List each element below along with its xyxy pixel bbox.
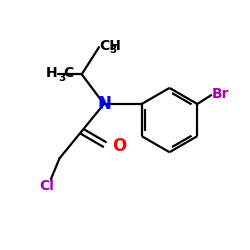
Text: 3: 3 [58,73,65,83]
Text: O: O [112,137,126,155]
Text: N: N [97,95,111,113]
Text: H: H [46,66,58,80]
Text: CH: CH [99,39,121,53]
Text: C: C [63,66,74,80]
Text: Br: Br [212,86,230,101]
Text: Cl: Cl [40,178,54,192]
Text: 3: 3 [110,45,117,55]
